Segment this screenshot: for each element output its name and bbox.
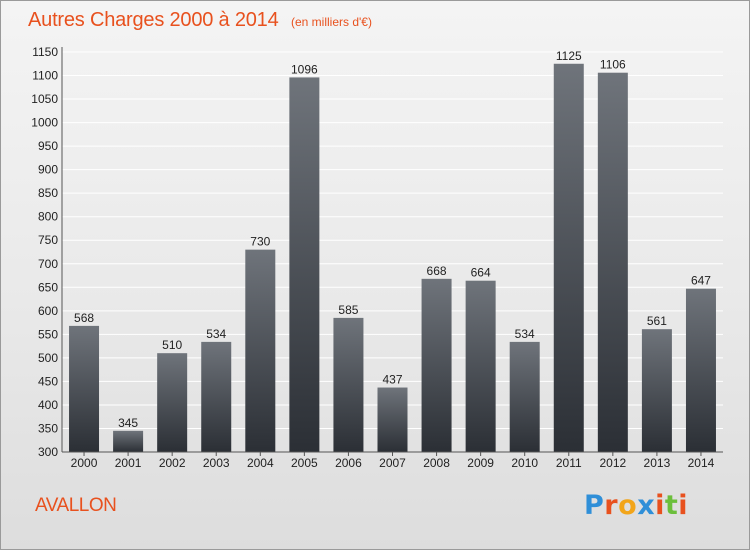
bar-2014 bbox=[686, 289, 716, 452]
bar-2012 bbox=[598, 73, 628, 452]
data-label-2004: 730 bbox=[250, 235, 270, 249]
logo-letter: x bbox=[637, 490, 655, 521]
x-tick-label-2003: 2003 bbox=[203, 456, 230, 470]
y-tick-label: 450 bbox=[38, 374, 58, 388]
x-tick-label-2005: 2005 bbox=[291, 456, 318, 470]
data-label-2009: 664 bbox=[471, 266, 491, 280]
data-label-2012: 1106 bbox=[600, 58, 626, 72]
x-axis: 2000 2001 2002 2003 2004 2005 2006 2007 2008 2009… bbox=[62, 452, 723, 470]
bar-2011 bbox=[554, 64, 584, 452]
x-tick-label-2013: 2013 bbox=[644, 456, 671, 470]
bars: 568 345 510 534 730 1096 585 437 668 664 534 1125 11… bbox=[69, 49, 716, 452]
y-tick-label: 850 bbox=[38, 186, 58, 200]
data-label-2000: 568 bbox=[74, 311, 94, 325]
data-label-2013: 561 bbox=[647, 314, 667, 328]
logo-letter: P bbox=[584, 490, 604, 521]
data-label-2007: 437 bbox=[382, 373, 402, 387]
bar-2008 bbox=[422, 279, 452, 452]
data-label-2006: 585 bbox=[338, 303, 358, 317]
bar-2013 bbox=[642, 329, 672, 452]
x-tick-label-2014: 2014 bbox=[688, 456, 715, 470]
y-tick-label: 600 bbox=[38, 304, 58, 318]
y-tick-label: 650 bbox=[38, 280, 58, 294]
x-tick-label-2009: 2009 bbox=[467, 456, 494, 470]
y-tick-label: 900 bbox=[38, 163, 58, 177]
bar-2006 bbox=[333, 318, 363, 452]
bar-2003 bbox=[201, 342, 231, 452]
logo-letter: r bbox=[604, 490, 618, 521]
y-tick-label: 300 bbox=[38, 445, 58, 459]
bar-2007 bbox=[378, 388, 408, 452]
y-tick-label: 950 bbox=[38, 139, 58, 153]
x-tick-label-2004: 2004 bbox=[247, 456, 274, 470]
y-tick-label: 500 bbox=[38, 351, 58, 365]
bar-2001 bbox=[113, 431, 143, 452]
logo-letter: o bbox=[618, 490, 637, 521]
x-tick-label-2007: 2007 bbox=[379, 456, 406, 470]
x-tick-label-2000: 2000 bbox=[71, 456, 98, 470]
x-tick-label-2011: 2011 bbox=[556, 456, 582, 470]
y-tick-label: 700 bbox=[38, 257, 58, 271]
data-label-2014: 647 bbox=[691, 274, 711, 288]
data-label-2005: 1096 bbox=[291, 62, 318, 76]
bar-2000 bbox=[69, 326, 99, 452]
y-tick-label: 1150 bbox=[32, 45, 58, 59]
y-tick-label: 1050 bbox=[31, 92, 58, 106]
x-tick-label-2012: 2012 bbox=[599, 456, 626, 470]
data-label-2002: 510 bbox=[162, 338, 182, 352]
logo-letter: i bbox=[678, 490, 688, 521]
logo-letter: t bbox=[665, 490, 678, 521]
x-tick-label-2006: 2006 bbox=[335, 456, 362, 470]
y-tick-label: 800 bbox=[38, 210, 58, 224]
bar-2009 bbox=[466, 281, 496, 452]
data-label-2010: 534 bbox=[515, 327, 535, 341]
commune-name: AVALLON bbox=[35, 495, 116, 517]
y-tick-label: 550 bbox=[38, 327, 58, 341]
data-label-2008: 668 bbox=[427, 264, 447, 278]
y-tick-label: 750 bbox=[38, 233, 58, 247]
x-tick-label-2010: 2010 bbox=[511, 456, 538, 470]
bar-2005 bbox=[289, 77, 319, 452]
data-label-2001: 345 bbox=[118, 416, 138, 430]
x-tick-label-2002: 2002 bbox=[159, 456, 186, 470]
data-label-2011: 1125 bbox=[556, 49, 582, 63]
data-label-2003: 534 bbox=[206, 327, 226, 341]
bar-2002 bbox=[157, 353, 187, 452]
y-axis: 300 350 400 450 500 550 600 650 700 750 800 850 900 9… bbox=[31, 45, 62, 459]
y-tick-label: 1100 bbox=[32, 69, 58, 83]
x-tick-label-2008: 2008 bbox=[423, 456, 450, 470]
proxiti-logo[interactable]: Proxiti bbox=[584, 490, 688, 521]
bar-2004 bbox=[245, 250, 275, 452]
y-tick-label: 400 bbox=[38, 398, 58, 412]
logo-letter: i bbox=[655, 490, 665, 521]
y-tick-label: 350 bbox=[38, 421, 58, 435]
bar-2010 bbox=[510, 342, 540, 452]
y-tick-label: 1000 bbox=[31, 116, 58, 130]
x-tick-label-2001: 2001 bbox=[115, 456, 142, 470]
